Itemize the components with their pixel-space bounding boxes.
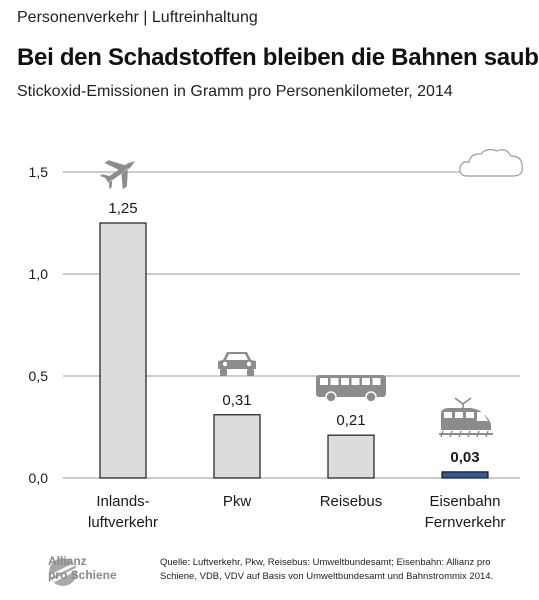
train-icon: [439, 397, 493, 438]
logo-text: Allianz pro Schiene: [48, 554, 117, 582]
y-tick-label: 1,5: [29, 164, 49, 180]
chart-title: Bei den Schadstoffen bleiben die Bahnen …: [17, 44, 539, 71]
logo-line-1: Allianz: [48, 554, 87, 568]
x-tick-label: Reisebus: [320, 493, 383, 510]
y-tick-label: 0,5: [29, 368, 49, 384]
logo-line-2: pro Schiene: [48, 568, 117, 582]
x-tick-label: luftverkehr: [88, 514, 158, 531]
bar: [213, 414, 261, 479]
bar: [327, 434, 375, 479]
data-label: 0,03: [450, 449, 479, 466]
x-tick-label: Eisenbahn: [430, 493, 501, 510]
y-tick-label: 1,0: [29, 266, 49, 282]
y-tick-label: 0,0: [29, 470, 49, 486]
bar: [99, 222, 147, 479]
car-icon: [218, 352, 256, 376]
kicker: Personenverkehr | Luftreinhaltung: [17, 9, 258, 26]
source-note: Quelle: Luftverkehr, Pkw, Reisebus: Umwe…: [160, 557, 494, 582]
chart-subtitle: Stickoxid-Emissionen in Gramm pro Person…: [17, 83, 453, 100]
airplane-icon: [100, 160, 135, 190]
bar: [441, 471, 489, 479]
allianz-logo-icon: [49, 558, 78, 586]
data-label: 0,31: [222, 392, 251, 409]
cloud-icon: [459, 148, 523, 177]
data-label: 0,21: [336, 412, 365, 429]
x-tick-label: Fernverkehr: [425, 514, 506, 531]
x-tick-label: Inlands-: [96, 493, 149, 510]
data-label: 1,25: [108, 200, 137, 217]
bar-chart: 0,0 0,5 1,0 1,5 1,25 Inlands-luftverkehr 0,31 P…: [29, 148, 523, 531]
bus-icon: [316, 375, 386, 403]
x-tick-label: Pkw: [223, 493, 252, 510]
